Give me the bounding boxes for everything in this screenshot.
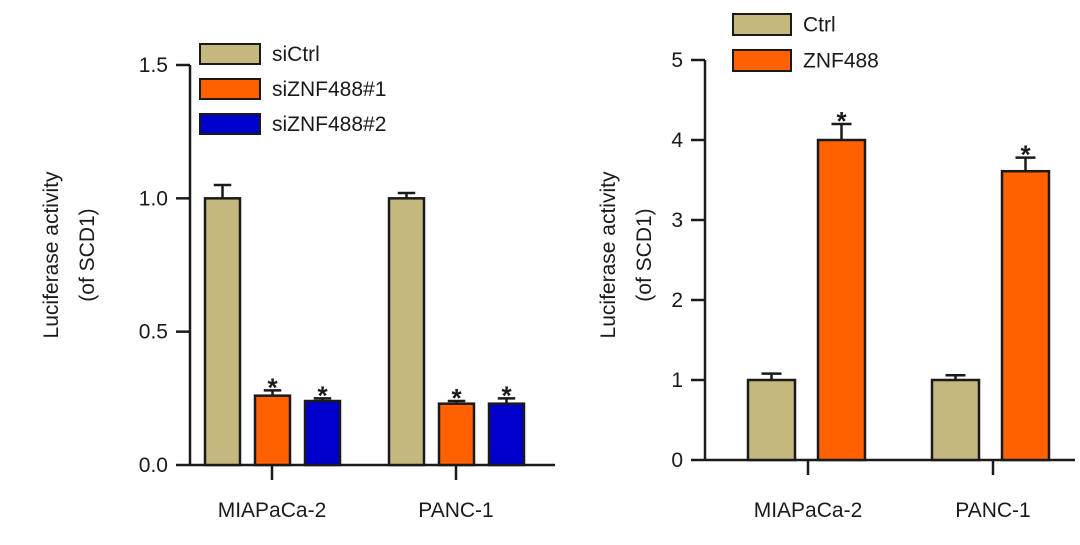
y-axis-subtitle: (of SCD1) [633, 208, 656, 301]
bar [816, 138, 867, 462]
y-axis-title: Luciferase activity [40, 171, 63, 338]
legend-swatch [199, 43, 261, 65]
bar [253, 394, 292, 467]
legend-swatch [199, 78, 261, 100]
y-tick-label: 1 [671, 369, 683, 392]
bar [203, 197, 242, 467]
bar [437, 402, 476, 467]
x-tick-label: PANC-1 [418, 499, 493, 522]
y-tick-label: 4 [671, 129, 683, 152]
y-tick-label: 0.0 [139, 454, 168, 477]
legend-label: siZNF488#2 [272, 113, 386, 136]
bar [746, 378, 797, 462]
bar [387, 197, 426, 467]
chart-znf488-overexpression: 0 1 2 3 4 5 Luciferase activity (of SCD1) MIAPaC… [597, 13, 1075, 522]
significance-mark: * [267, 372, 278, 402]
legend-label: Ctrl [803, 14, 836, 37]
legend-swatch [732, 13, 792, 36]
chart-sirna-knockdown: 0.0 0.5 1.0 1.5 Luciferase activity (of SCD1)… [40, 43, 555, 522]
significance-mark: * [451, 383, 462, 413]
bar [1000, 169, 1051, 462]
bar [303, 399, 342, 467]
significance-mark: * [501, 380, 512, 410]
y-tick-label: 1.0 [139, 187, 168, 210]
y-axis-title: Luciferase activity [597, 171, 620, 338]
bar [487, 402, 526, 467]
y-tick-label: 5 [671, 49, 683, 72]
legend-swatch [732, 49, 792, 72]
significance-mark: * [317, 380, 328, 410]
y-tick-label: 3 [671, 209, 683, 232]
legend-label: ZNF488 [803, 50, 879, 73]
significance-mark: * [1020, 140, 1031, 170]
y-tick-label: 2 [671, 289, 683, 312]
x-tick-label: MIAPaCa-2 [218, 499, 327, 522]
y-tick-label: 0.5 [139, 321, 168, 344]
bar [930, 378, 981, 462]
y-tick-label: 1.5 [139, 54, 168, 77]
y-tick-label: 0 [671, 449, 683, 472]
x-tick-label: MIAPaCa-2 [754, 499, 863, 522]
legend-label: siZNF488#1 [272, 78, 386, 101]
legend-swatch [199, 113, 261, 135]
y-axis-subtitle: (of SCD1) [76, 208, 99, 301]
x-tick-label: PANC-1 [955, 499, 1030, 522]
legend-label: siCtrl [272, 43, 320, 66]
significance-mark: * [836, 106, 847, 136]
